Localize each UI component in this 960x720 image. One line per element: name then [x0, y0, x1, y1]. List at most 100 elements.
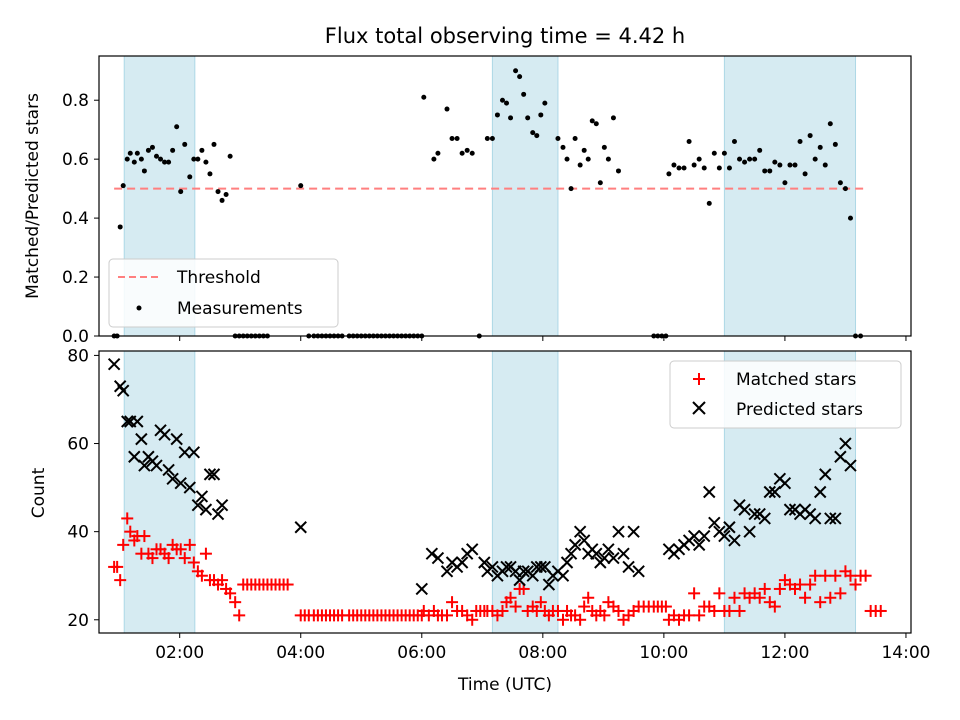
measurement-point-132: [767, 168, 773, 174]
predicted-star-point-19: [183, 481, 196, 494]
measurements-legend-marker: [136, 305, 142, 311]
predicted-legend-label: Predicted stars: [736, 400, 863, 420]
measurement-point-30: [227, 153, 233, 159]
measurement-point-79: [484, 136, 490, 142]
measurement-point-15: [166, 159, 172, 165]
predicted-star-point-60: [573, 525, 587, 538]
predicted-star-point-91: [748, 507, 761, 521]
measurement-point-88: [525, 115, 531, 121]
matched-star-point-81: [446, 596, 459, 609]
matched-star-point-160: [814, 596, 827, 609]
measurement-point-91: [538, 112, 544, 118]
measurement-point-128: [747, 156, 753, 162]
threshold-legend-label: Threshold: [176, 268, 261, 288]
matched-star-point-119: [612, 604, 625, 617]
measurement-point-16: [170, 147, 176, 153]
matched-star-point-129: [659, 600, 672, 613]
matched-star-point-139: [708, 604, 721, 617]
measurement-point-90: [534, 133, 540, 139]
predicted-star-point-17: [174, 476, 187, 490]
top-y-tick-label-3: 0.6: [62, 150, 89, 170]
bottom-legend: Matched stars Predicted stars: [669, 360, 902, 429]
measurement-point-12: [153, 153, 159, 159]
matched-star-point-1: [111, 560, 124, 573]
measurement-point-116: [686, 138, 692, 144]
predicted-star-point-98: [783, 503, 797, 516]
predicted-star-point-11: [150, 459, 163, 472]
predicted-star-point-66: [598, 551, 611, 565]
predicted-star-point-90: [743, 525, 756, 538]
matched-star-point-143: [728, 591, 741, 604]
predicted-star-point-86: [723, 521, 736, 534]
measurement-point-100: [585, 156, 591, 162]
matched-star-point-116: [598, 609, 611, 622]
predicted-star-point-83: [708, 516, 721, 530]
measurement-point-92: [542, 100, 548, 106]
bottom-y-tick-label-2: 60: [67, 435, 89, 455]
predicted-star-point-79: [687, 529, 701, 543]
measurement-point-24: [203, 159, 209, 165]
measurement-point-104: [601, 144, 607, 150]
measurement-point-130: [757, 147, 763, 153]
measurement-point-139: [802, 171, 808, 177]
matched-star-point-159: [809, 569, 822, 582]
predicted-star-point-40: [486, 560, 499, 574]
predicted-star-point-31: [431, 551, 445, 565]
predicted-star-point-3: [121, 415, 134, 428]
measurement-point-148: [847, 215, 853, 221]
predicted-star-point-20: [187, 446, 201, 459]
predicted-star-point-85: [718, 529, 731, 543]
matched-star-point-80: [441, 609, 453, 622]
bottom-y-tick-label-1: 40: [67, 523, 89, 543]
measurement-point-25: [207, 171, 213, 177]
measurement-point-27: [215, 189, 221, 195]
measurement-point-99: [581, 147, 587, 153]
top-y-tick-label-2: 0.4: [62, 209, 89, 229]
measurement-point-17: [174, 124, 180, 130]
matched-star-point-157: [799, 591, 812, 604]
bottom-shaded-span-0: [123, 350, 196, 634]
measurement-point-136: [787, 162, 793, 168]
measurement-point-87: [521, 91, 527, 97]
matched-star-point-4: [121, 512, 134, 525]
measurement-point-13: [158, 156, 164, 162]
measurement-point-4: [124, 156, 130, 162]
bottom-y-tick-label-0: 20: [67, 611, 89, 631]
matched-star-point-158: [804, 578, 817, 591]
predicted-star-point-22: [195, 490, 209, 503]
predicted-star-point-70: [617, 547, 630, 560]
matched-star-point-149: [758, 582, 771, 595]
measurement-point-5: [127, 150, 133, 156]
measurement-point-124: [726, 165, 732, 171]
measurement-point-72: [444, 106, 450, 112]
top-legend-box: [108, 258, 339, 328]
measurement-point-106: [610, 115, 616, 121]
matched-star-point-161: [819, 569, 832, 582]
matched-star-point-148: [753, 591, 766, 604]
bottom-legend-box: [669, 360, 902, 429]
predicted-star-point-27: [215, 499, 229, 512]
matched-star-point-167: [849, 578, 862, 591]
predicted-star-point-25: [207, 468, 221, 481]
bottom-y-ticks: 20 40 60 80: [67, 346, 99, 631]
matched-star-point-23: [195, 569, 208, 582]
predicted-star-point-53: [542, 578, 556, 591]
predicted-star-point-35: [455, 556, 469, 569]
top-y-tick-label-1: 0.2: [62, 268, 89, 288]
predicted-star-point-71: [622, 560, 635, 574]
matched-star-point-3: [117, 538, 130, 551]
measurement-point-74: [454, 136, 460, 142]
measurement-point-103: [597, 180, 603, 186]
matched-star-point-169: [859, 569, 872, 582]
matched-star-point-20: [183, 538, 196, 551]
bottom-x-tick-label-0: 02:00: [155, 643, 204, 663]
measurement-point-73: [449, 136, 455, 142]
figure-title: Flux total observing time = 4.42 h: [325, 24, 685, 48]
bottom-panel: 02:00 04:00 06:00 08:00 10:00 12:00 14:00 20 40…: [29, 346, 930, 695]
measurement-point-19: [182, 141, 188, 147]
predicted-star-point-51: [534, 560, 548, 574]
predicted-star-point-6: [131, 415, 144, 428]
measurement-point-137: [792, 162, 798, 168]
predicted-star-point-29: [415, 582, 428, 596]
